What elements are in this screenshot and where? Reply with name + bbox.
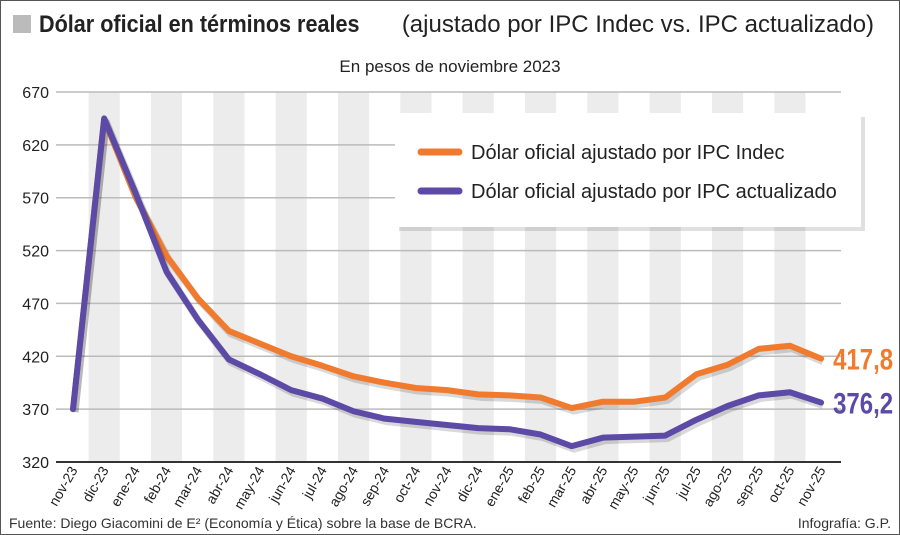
column-band — [213, 92, 245, 462]
x-tick-label: jul-25 — [673, 463, 705, 502]
x-tick-label: sep-24 — [357, 463, 392, 508]
x-tick-label: feb-24 — [140, 463, 174, 506]
legend-label: Dólar oficial ajustado por IPC actualiza… — [471, 181, 837, 203]
title-square-icon — [13, 15, 31, 33]
legend: Dólar oficial ajustado por IPC Indec Dóla… — [395, 113, 865, 231]
x-tick-label: ago-25 — [700, 463, 736, 509]
x-tick-label: nov-24 — [419, 463, 454, 508]
x-tick-label: jun-24 — [265, 463, 299, 506]
credit-note: Infografía: G.P. — [797, 515, 891, 531]
source-note: Fuente: Diego Giacomini de E² (Economía … — [9, 515, 477, 531]
x-tick-label: mar-24 — [169, 463, 205, 510]
y-tick-label: 620 — [22, 138, 49, 155]
x-tick-label: nov-25 — [793, 463, 828, 508]
x-tick-label: abr-25 — [576, 463, 610, 506]
x-tick-label: ago-24 — [325, 463, 361, 509]
x-tick-label: ene-25 — [481, 463, 517, 509]
title-main: Dólar oficial en términos reales — [39, 11, 360, 38]
x-tick-label: jun-25 — [639, 463, 673, 506]
x-tick-label: may-25 — [604, 463, 641, 512]
x-tick-label: mar-25 — [543, 463, 579, 510]
y-tick-label: 420 — [22, 349, 49, 366]
x-tick-label: oct-25 — [764, 463, 797, 505]
x-tick-label: dic-23 — [79, 463, 112, 504]
y-tick-label: 520 — [22, 244, 49, 261]
y-tick-label: 470 — [22, 296, 49, 313]
chart-title: Dólar oficial en términos reales (ajusta… — [13, 11, 874, 39]
x-tick-label: sep-25 — [731, 463, 766, 508]
x-tick-label: dic-24 — [453, 463, 486, 504]
x-tick-label: jul-24 — [298, 463, 330, 502]
chart-subtitle: En pesos de noviembre 2023 — [339, 57, 561, 76]
column-band — [88, 92, 120, 462]
x-tick-label: ene-24 — [107, 463, 143, 509]
end-value-label: 417,8 — [833, 342, 893, 376]
column-band — [275, 92, 307, 462]
y-tick-label: 570 — [22, 191, 49, 208]
y-tick-label: 670 — [22, 85, 49, 102]
column-band — [337, 92, 370, 462]
y-tick-label: 370 — [22, 402, 49, 419]
legend-label: Dólar oficial ajustado por IPC Indec — [471, 142, 785, 164]
end-value-label: 376,2 — [833, 386, 893, 420]
x-tick-label: oct-24 — [390, 463, 423, 505]
title-rest: (ajustado por IPC Indec vs. IPC actualiz… — [401, 11, 875, 38]
x-tick-label: may-24 — [230, 463, 267, 512]
x-tick-label: nov-23 — [45, 463, 80, 508]
y-tick-label: 320 — [22, 455, 49, 472]
x-tick-label: abr-24 — [202, 463, 236, 506]
x-tick-label: feb-25 — [514, 463, 548, 506]
